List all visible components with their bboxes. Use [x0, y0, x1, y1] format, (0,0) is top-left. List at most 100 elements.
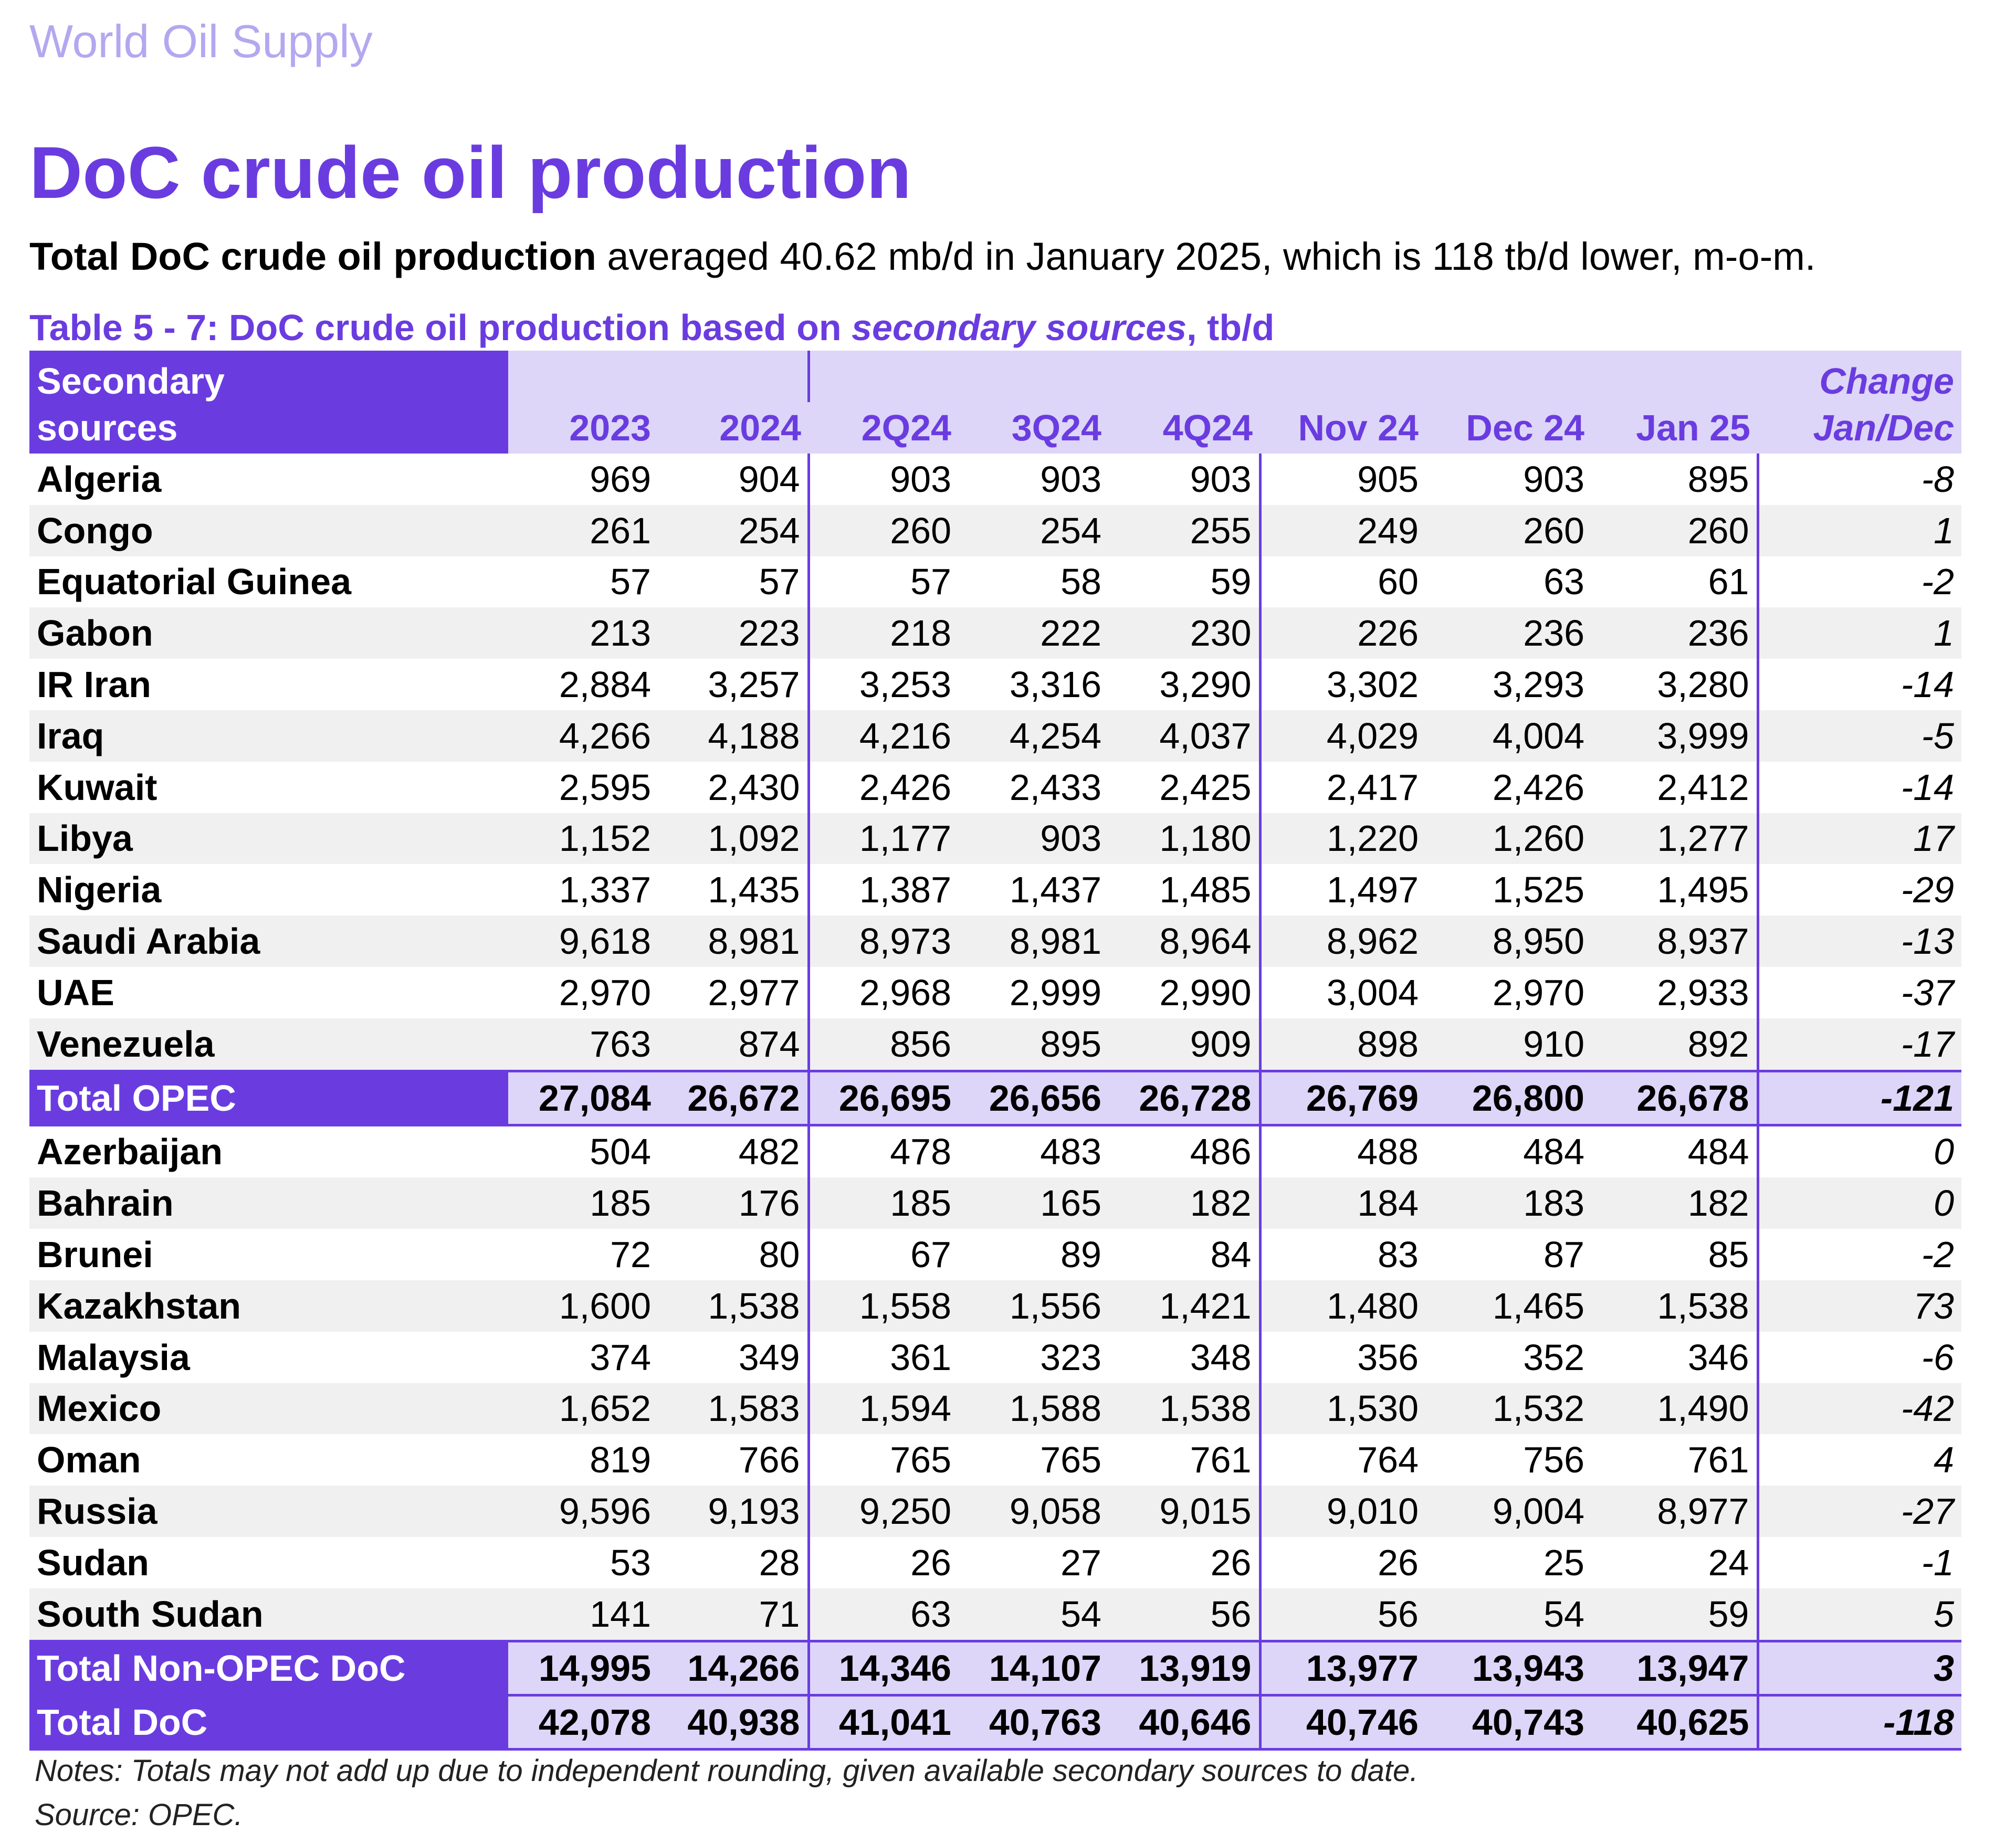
value-cell: 9,250 — [808, 1486, 959, 1537]
country-name: Saudi Arabia — [29, 915, 508, 967]
value-cell: 8,981 — [658, 915, 810, 967]
value-cell: 2,970 — [1492, 972, 1584, 1013]
table-row: Congo 261 254 260 254 255 249 260 260 1 — [29, 504, 1961, 556]
table-row: Libya 1,152 1,092 1,177 903 1,180 1,220 1,260 1,… — [29, 813, 1961, 865]
value-cell: 484 — [1592, 1125, 1759, 1178]
column-header: 4Q24 — [1109, 402, 1260, 454]
header-blank — [1592, 351, 1758, 402]
value-cell: 26 — [1378, 1542, 1419, 1583]
country-name: Bahrain — [29, 1177, 508, 1229]
header-blank — [1109, 351, 1260, 402]
value-cell: 27,084 — [508, 1069, 658, 1126]
value-cell: 819 — [590, 1439, 651, 1481]
value-cell: 223 — [658, 607, 810, 659]
value-cell: 8,950 — [1426, 915, 1592, 967]
value-cell: 1,092 — [658, 813, 810, 865]
lead-text: averaged 40.62 mb/d in January 2025, whi… — [596, 235, 1816, 278]
production-table: Secondary Change sources 2023 2024 2Q24 … — [29, 351, 1961, 1751]
value-cell: 26 — [1109, 1536, 1262, 1588]
value-cell: 1,337 — [559, 869, 651, 911]
value-cell: 72 — [610, 1234, 651, 1276]
value-cell: 1,437 — [1009, 869, 1101, 911]
value-cell: 63 — [808, 1588, 959, 1641]
value-cell: 1,465 — [1426, 1280, 1592, 1332]
value-cell: 903 — [1040, 458, 1101, 500]
value-cell: 765 — [890, 1439, 951, 1481]
change-cell: -2 — [1921, 1234, 1954, 1276]
value-cell: 85 — [1592, 1229, 1759, 1280]
change-cell: 5 — [1758, 1588, 1961, 1641]
value-cell: 1,220 — [1260, 813, 1426, 865]
value-cell: 346 — [1592, 1331, 1759, 1383]
total-label: Total OPEC — [29, 1069, 508, 1126]
header-blank — [1426, 351, 1592, 402]
value-cell: 903 — [1109, 454, 1262, 505]
value-cell: 41,041 — [808, 1693, 959, 1751]
change-cell: -14 — [1900, 766, 1954, 808]
value-cell: 2,968 — [859, 972, 951, 1013]
table-row: Brunei 72 80 67 89 84 83 87 85 -2 — [29, 1229, 1961, 1280]
table-row: Sudan 53 28 26 27 26 26 25 24 -1 — [29, 1536, 1961, 1588]
value-cell: 60 — [1378, 561, 1419, 603]
value-cell: 9,596 — [508, 1486, 658, 1537]
country-name: Nigeria — [37, 869, 162, 911]
table-row: Oman 819 766 765 765 761 764 756 761 4 — [29, 1434, 1961, 1486]
value-cell: 8,981 — [959, 915, 1109, 967]
table-notes: Notes: Totals may not add up due to inde… — [35, 1754, 1419, 1788]
header-blank — [1260, 351, 1426, 402]
value-cell: 892 — [1592, 1018, 1759, 1071]
value-cell: 254 — [658, 504, 810, 556]
table-row: UAE 2,970 2,977 2,968 2,999 2,990 3,004 2,970 2,… — [29, 966, 1961, 1018]
header-blank — [508, 351, 658, 402]
table-row: IR Iran 2,884 3,257 3,253 3,316 3,290 3,302 3,2… — [29, 659, 1961, 710]
country-name: Russia — [29, 1486, 508, 1537]
change-cell: 73 — [1758, 1280, 1961, 1332]
table-row: Gabon 213 223 218 222 230 226 236 236 1 — [29, 607, 1961, 659]
country-name: UAE — [37, 972, 114, 1013]
country-name: Equatorial Guinea — [37, 561, 351, 603]
column-header: 2024 — [658, 402, 808, 454]
change-cell: -42 — [1758, 1383, 1961, 1435]
value-cell: 4,029 — [1260, 710, 1426, 762]
value-cell: 1,530 — [1260, 1383, 1426, 1435]
value-cell: 260 — [1592, 504, 1759, 556]
caption-italic-text: secondary sources — [852, 307, 1187, 348]
change-cell: 3 — [1758, 1639, 1961, 1697]
country-name: Gabon — [29, 607, 508, 659]
value-cell: 3,290 — [1109, 659, 1262, 710]
value-cell: 40,763 — [959, 1693, 1109, 1751]
value-cell: 56 — [1109, 1588, 1262, 1641]
value-cell: 141 — [508, 1588, 658, 1641]
change-cell: 1 — [1758, 504, 1961, 556]
value-cell: 53 — [610, 1542, 651, 1583]
value-cell: 3,253 — [859, 664, 951, 705]
value-cell: 2,595 — [559, 766, 651, 808]
value-cell: 3,280 — [1592, 659, 1759, 710]
value-cell: 2,426 — [859, 766, 951, 808]
value-cell: 1,277 — [1592, 813, 1759, 865]
value-cell: 1,152 — [508, 813, 658, 865]
value-cell: 4,004 — [1426, 710, 1592, 762]
value-cell: 1,177 — [808, 813, 959, 865]
value-cell: 1,490 — [1592, 1383, 1759, 1435]
change-cell: -2 — [1921, 561, 1954, 603]
value-cell: 1,583 — [658, 1383, 810, 1435]
value-cell: 185 — [508, 1177, 658, 1229]
value-cell: 14,995 — [508, 1639, 658, 1697]
value-cell: 1,538 — [1109, 1383, 1262, 1435]
value-cell: 4,266 — [508, 710, 658, 762]
change-cell: -14 — [1900, 664, 1954, 705]
value-cell: 14,266 — [658, 1639, 810, 1697]
value-cell: 1,260 — [1426, 813, 1592, 865]
change-cell: 0 — [1934, 1131, 1954, 1173]
header-blank — [658, 351, 810, 402]
value-cell: 904 — [658, 454, 810, 505]
value-cell: 903 — [959, 813, 1109, 865]
value-cell: 26,678 — [1592, 1069, 1759, 1126]
value-cell: 165 — [959, 1177, 1109, 1229]
value-cell: 27 — [1060, 1542, 1101, 1583]
value-cell: 323 — [1040, 1336, 1101, 1378]
value-cell: 54 — [1426, 1588, 1592, 1641]
value-cell: 26,672 — [658, 1069, 810, 1126]
